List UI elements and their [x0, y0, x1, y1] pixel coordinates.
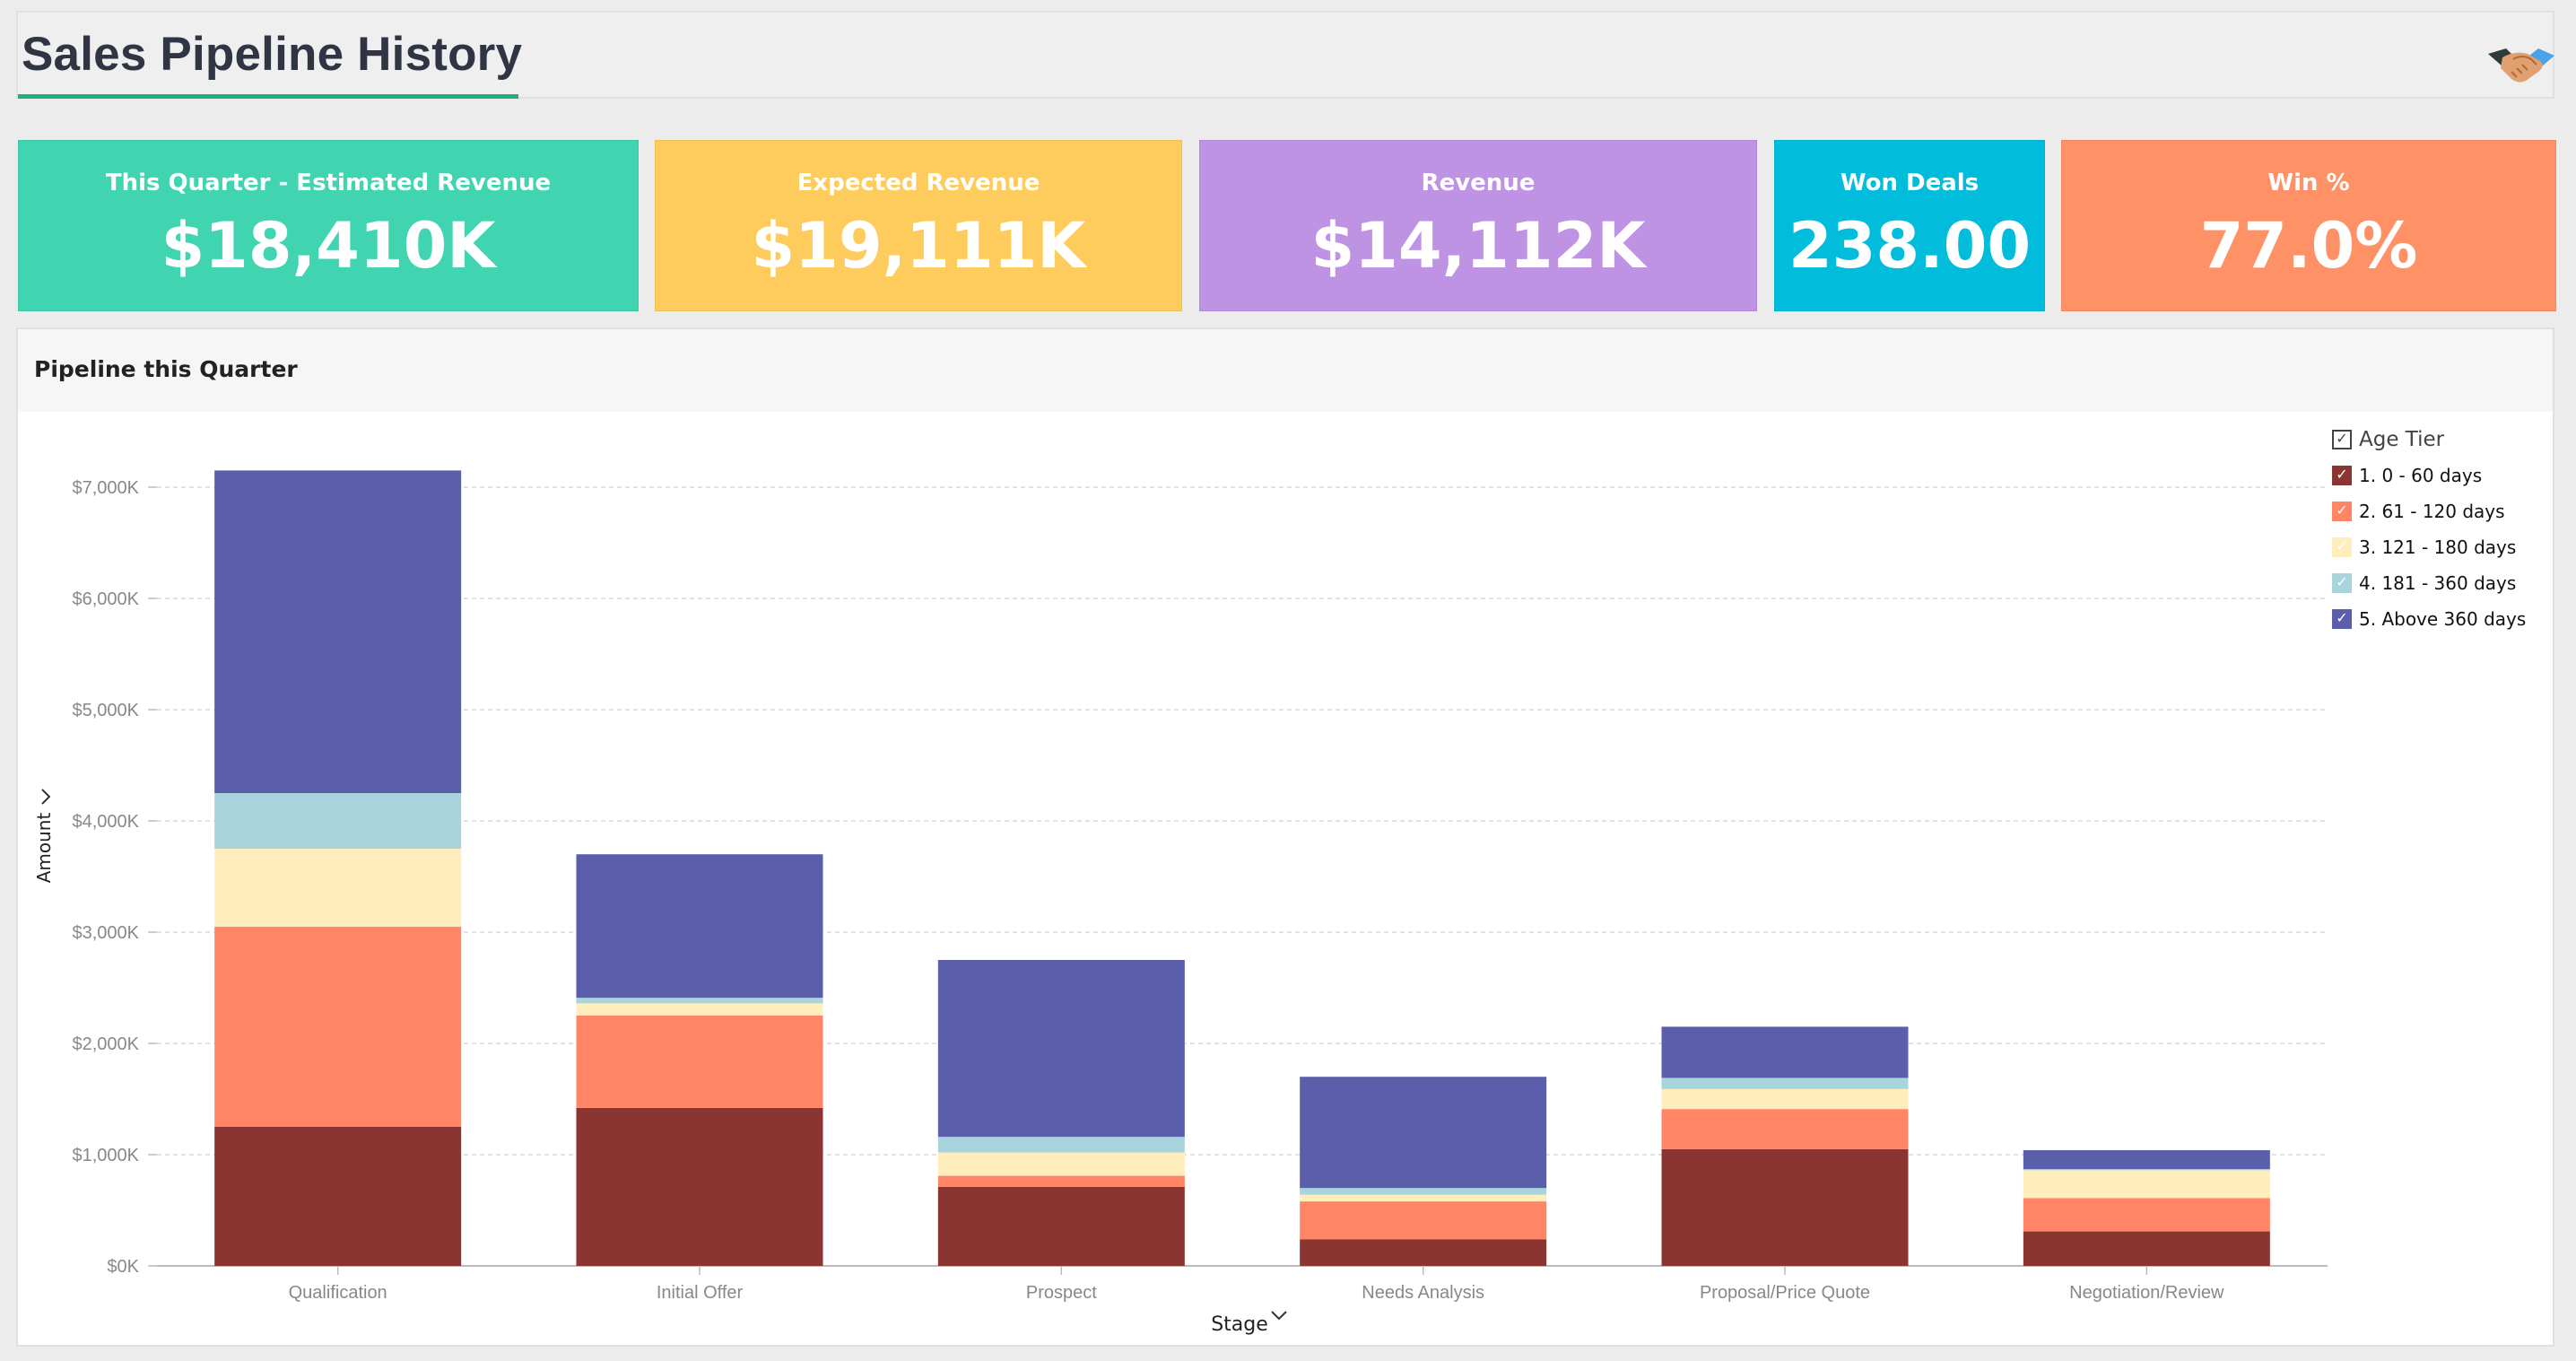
y-tick-label: $7,000K [72, 478, 139, 498]
legend-checkbox-icon[interactable]: ✓ [2332, 537, 2352, 557]
kpi-won-deals: Won Deals 238.00 [1774, 140, 2045, 311]
y-tick-label: $1,000K [72, 1146, 139, 1165]
bar-segment [1661, 1077, 1909, 1089]
kpi-label: Expected Revenue [796, 170, 1040, 196]
kpi-revenue: Revenue $14,112K [1199, 140, 1757, 311]
y-tick-label: $0K [107, 1257, 139, 1277]
bar-segment [2023, 1169, 2270, 1171]
legend-item[interactable]: ✓ 5. Above 360 days [2332, 601, 2556, 637]
legend-label: 4. 181 - 360 days [2359, 572, 2517, 594]
bar-segment [2023, 1231, 2270, 1266]
legend-checkbox-icon[interactable]: ✓ [2332, 609, 2352, 629]
kpi-value: 238.00 [1788, 209, 2032, 283]
chart-panel-header: Pipeline this Quarter [18, 329, 2553, 412]
bar-segment [576, 1003, 823, 1016]
bar-segment [1661, 1088, 1909, 1110]
kpi-value: $18,410K [161, 209, 496, 283]
bar-segment [1300, 1188, 1547, 1195]
legend-label: 1. 0 - 60 days [2359, 465, 2483, 486]
bar-segment [1661, 1026, 1909, 1078]
x-tick-label: Qualification [289, 1283, 387, 1303]
kpi-label: This Quarter - Estimated Revenue [105, 170, 552, 196]
page-title: Sales Pipeline History [22, 28, 523, 81]
x-tick-label: Negotiation/Review [2069, 1283, 2224, 1303]
y-tick-label: $3,000K [72, 923, 139, 943]
bar-segment [576, 1016, 823, 1108]
kpi-value: $14,112K [1310, 209, 1646, 283]
bar-segment [1300, 1201, 1547, 1240]
bar-segment [1661, 1109, 1909, 1149]
legend-title: Age Tier [2359, 428, 2445, 451]
bar-segment [576, 1107, 823, 1266]
bar-segment [2023, 1198, 2270, 1232]
y-axis-title: Amount [33, 813, 55, 884]
kpi-expected-revenue: Expected Revenue $19,111K [655, 140, 1182, 311]
chart-title: Pipeline this Quarter [34, 356, 298, 382]
legend-checkbox-icon[interactable]: ✓ [2332, 430, 2352, 449]
bar-segment [214, 470, 462, 793]
bar-segment [214, 793, 462, 849]
bar-segment [2023, 1150, 2270, 1170]
bar-segment [576, 998, 823, 1004]
y-tick-label: $5,000K [72, 701, 139, 720]
kpi-value: 77.0% [2199, 209, 2418, 283]
y-tick-label: $2,000K [72, 1034, 139, 1054]
legend-label: 2. 61 - 120 days [2359, 501, 2505, 522]
kpi-win-percent: Win % 77.0% [2061, 140, 2556, 311]
kpi-value: $19,111K [751, 209, 1086, 283]
bar-segment [214, 926, 462, 1127]
legend-item[interactable]: ✓ 1. 0 - 60 days [2332, 458, 2556, 493]
bar-segment [937, 1186, 1185, 1266]
bar-segment [214, 1127, 462, 1266]
legend-label: 5. Above 360 days [2359, 608, 2527, 630]
kpi-label: Revenue [1421, 170, 1536, 196]
bar-segment [1300, 1239, 1547, 1266]
x-tick-label: Needs Analysis [1362, 1283, 1484, 1303]
legend-checkbox-icon[interactable]: ✓ [2332, 573, 2352, 593]
bar-segment [937, 1175, 1185, 1187]
legend-item[interactable]: ✓ 2. 61 - 120 days [2332, 493, 2556, 529]
bar-segment [937, 960, 1185, 1138]
bar-segment [1300, 1194, 1547, 1202]
title-underline [18, 94, 518, 99]
chart-legend: ✓ Age Tier ✓ 1. 0 - 60 days ✓ 2. 61 - 120 d… [2332, 422, 2556, 637]
x-axis-title: Stage [1211, 1313, 1268, 1336]
y-tick-label: $6,000K [72, 589, 139, 609]
x-tick-label: Prospect [1026, 1283, 1097, 1303]
legend-item[interactable]: ✓ 3. 121 - 180 days [2332, 529, 2556, 565]
legend-title-row[interactable]: ✓ Age Tier [2332, 422, 2556, 458]
bar-segment [1300, 1077, 1547, 1189]
y-tick-label: $4,000K [72, 812, 139, 832]
legend-label: 3. 121 - 180 days [2359, 537, 2517, 558]
legend-checkbox-icon[interactable]: ✓ [2332, 502, 2352, 521]
bar-segment [937, 1152, 1185, 1176]
bar-segment [2023, 1170, 2270, 1199]
x-tick-label: Proposal/Price Quote [1700, 1283, 1870, 1303]
chevron-down-icon [1271, 1311, 1287, 1321]
kpi-estimated-revenue: This Quarter - Estimated Revenue $18,410… [18, 140, 639, 311]
bar-segment [1661, 1148, 1909, 1266]
kpi-label: Win % [2267, 170, 2350, 196]
x-tick-label: Initial Offer [657, 1283, 744, 1303]
bar-segment [214, 849, 462, 927]
bar-segment [576, 854, 823, 999]
chevron-right-icon [41, 789, 51, 805]
dashboard-header: Sales Pipeline History [16, 11, 2554, 99]
legend-item[interactable]: ✓ 4. 181 - 360 days [2332, 565, 2556, 601]
bar-segment [937, 1137, 1185, 1153]
handshake-icon [2488, 48, 2554, 83]
kpi-label: Won Deals [1840, 170, 1980, 196]
legend-checkbox-icon[interactable]: ✓ [2332, 466, 2352, 485]
